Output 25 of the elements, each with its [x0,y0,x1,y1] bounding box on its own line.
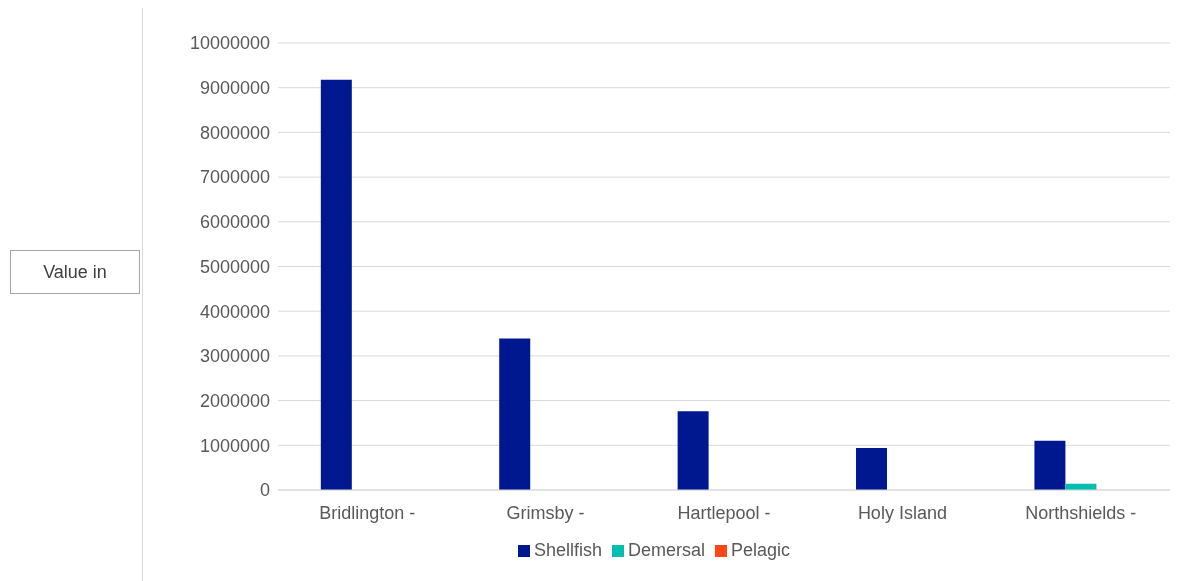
legend-label: Shellfish [533,540,602,560]
bar [1034,440,1066,490]
y-tick-label: 8000000 [199,122,270,143]
y-tick-label: 7000000 [199,167,270,188]
x-tick-label: Hartlepool - [677,502,771,523]
y-tick-label: 10000000 [189,33,270,54]
y-tick-label: 5000000 [199,256,270,277]
bar [499,338,531,490]
bar [677,411,709,490]
x-tick-label: Holy Island [857,502,947,523]
bar [320,79,352,490]
legend-label: Demersal [627,540,706,560]
y-tick-label: 1000000 [199,435,270,456]
y-tick-label: 2000000 [199,390,270,411]
y-tick-label: 0 [259,480,270,501]
y-tick-label: 6000000 [199,212,270,233]
y-tick-label: 3000000 [199,346,270,367]
y-axis-title: Value in [10,250,140,294]
legend-label: Pelagic [731,540,791,560]
x-tick-label: Grimsby - [506,502,585,523]
y-tick-label: 9000000 [199,78,270,99]
x-tick-label: Northshields - [1025,502,1137,523]
x-tick-label: Bridlington - [319,502,416,523]
bar [856,447,888,490]
y-tick-label: 4000000 [199,301,270,322]
